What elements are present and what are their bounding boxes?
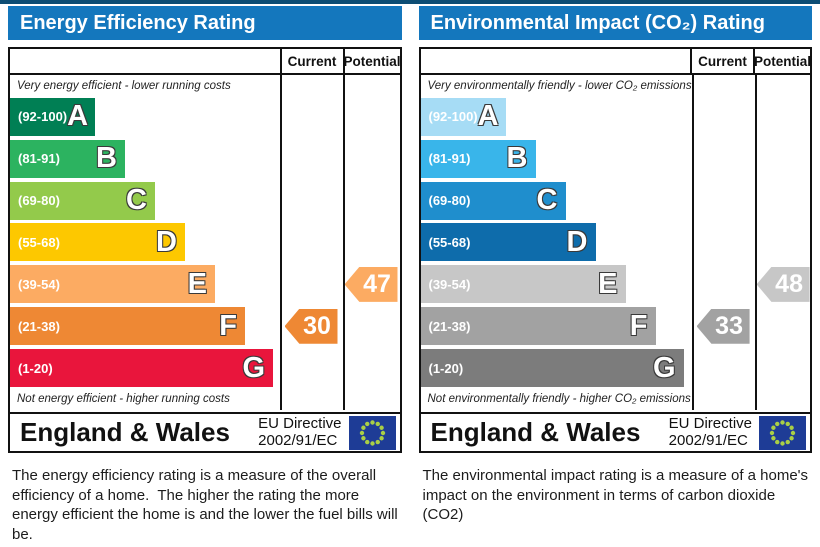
top-border-strip: [0, 0, 820, 4]
band-letter: B: [506, 142, 528, 175]
band-range: (39-54): [428, 276, 471, 292]
band-a: (92-100) A: [420, 97, 506, 136]
band-range: (69-80): [428, 193, 471, 209]
eu-directive-line1: EU Directive: [668, 415, 752, 433]
band-letter: C: [536, 184, 558, 217]
potential-column-divider: [754, 75, 812, 410]
band-e: (39-54) E: [10, 265, 215, 304]
band-letter: F: [629, 309, 648, 342]
energy-top-note: Very energy efficient - lower running co…: [17, 80, 231, 92]
co2-chart-body: Very environmentally friendly - lower CO…: [420, 75, 812, 410]
eu-flag-icon: [348, 415, 396, 450]
band-d: (55-68) D: [420, 223, 596, 262]
descriptions-row: The energy efficiency rating is a measur…: [0, 453, 820, 544]
band-letter: D: [156, 225, 177, 258]
band-range: (81-91): [18, 151, 60, 167]
eu-flag-icon: [759, 415, 806, 450]
band-e: (39-54) E: [420, 265, 626, 304]
band-g: (1-20) G: [10, 349, 273, 388]
band-range: (92-100): [18, 109, 68, 125]
eu-directive-label: EU Directive 2002/91/EC: [258, 415, 342, 449]
band-g: (1-20) G: [420, 349, 684, 388]
eu-directive-line1: EU Directive: [258, 415, 342, 433]
band-letter: B: [96, 142, 117, 175]
band-letter: C: [126, 184, 147, 217]
band-b: (81-91) B: [420, 139, 536, 178]
band-letter: E: [598, 267, 618, 300]
energy-table-header: Current Potential: [10, 49, 401, 75]
potential-column-header: Potential: [753, 49, 811, 73]
potential-rating-value: 47: [363, 269, 391, 298]
co2-description: The environmental impact rating is a mea…: [422, 467, 813, 523]
band-f: (21-38) F: [10, 307, 245, 346]
band-f: (21-38) F: [420, 307, 656, 346]
band-range: (69-80): [18, 193, 60, 209]
potential-rating-value: 48: [775, 269, 803, 298]
co2-panel-title: Environmental Impact (CO₂) Rating: [418, 6, 812, 40]
current-column-header: Current: [279, 49, 343, 73]
potential-column-divider: [342, 75, 400, 410]
band-letter: G: [242, 351, 265, 384]
header-spacer: [421, 49, 691, 73]
region-label: England & Wales: [20, 417, 230, 447]
band-range: (1-20): [428, 360, 464, 376]
energy-efficiency-panel: Energy Efficiency Rating Current Potenti…: [8, 6, 402, 453]
band-letter: A: [67, 100, 89, 133]
band-range: (55-68): [428, 234, 471, 250]
band-c: (69-80) C: [420, 181, 566, 220]
energy-description: The energy efficiency rating is a measur…: [12, 467, 402, 543]
energy-chart-body: Very energy efficient - lower running co…: [10, 75, 400, 410]
band-letter: E: [187, 267, 207, 300]
band-range: (1-20): [18, 360, 53, 376]
band-d: (55-68) D: [10, 223, 185, 262]
header-spacer: [10, 49, 280, 73]
co2-rating-table: Current Potential Very environmentally f…: [418, 47, 812, 414]
band-b: (81-91) B: [10, 139, 125, 178]
band-range: (55-68): [18, 234, 60, 250]
co2-top-note: Very environmentally friendly - lower CO…: [427, 80, 692, 92]
region-label: England & Wales: [430, 417, 641, 447]
current-column-divider: [279, 75, 343, 410]
panels-row: Energy Efficiency Rating Current Potenti…: [0, 6, 820, 453]
current-rating-value: 33: [715, 311, 743, 340]
band-letter: D: [566, 225, 588, 258]
eu-directive-label: EU Directive 2002/91/EC: [668, 415, 752, 449]
environmental-impact-panel: Environmental Impact (CO₂) Rating Curren…: [418, 6, 812, 453]
band-letter: F: [219, 309, 237, 342]
band-range: (92-100): [428, 109, 478, 125]
energy-panel-title: Energy Efficiency Rating: [8, 6, 402, 40]
band-range: (39-54): [18, 276, 60, 292]
current-column-divider: [691, 75, 755, 410]
co2-table-header: Current Potential: [420, 49, 811, 75]
eu-directive-line2: 2002/91/EC: [258, 431, 338, 449]
eu-directive-line2: 2002/91/EC: [668, 431, 748, 449]
current-column-header: Current: [690, 49, 753, 73]
band-range: (81-91): [428, 151, 471, 167]
band-a: (92-100) A: [10, 97, 95, 136]
energy-bottom-note: Not energy efficient - higher running co…: [17, 393, 230, 405]
band-letter: A: [477, 100, 499, 133]
band-c: (69-80) C: [10, 181, 155, 220]
band-range: (21-38): [428, 318, 471, 334]
energy-rating-table: Current Potential Very energy efficient …: [8, 47, 402, 414]
current-rating-value: 30: [303, 311, 331, 340]
band-letter: G: [652, 351, 676, 384]
energy-footer: England & Wales EU Directive 2002/91/EC: [8, 412, 402, 453]
band-range: (21-38): [18, 318, 60, 334]
co2-footer: England & Wales EU Directive 2002/91/EC: [418, 412, 812, 453]
co2-bottom-note: Not environmentally friendly - higher CO…: [427, 393, 691, 405]
potential-column-header: Potential: [342, 49, 401, 73]
